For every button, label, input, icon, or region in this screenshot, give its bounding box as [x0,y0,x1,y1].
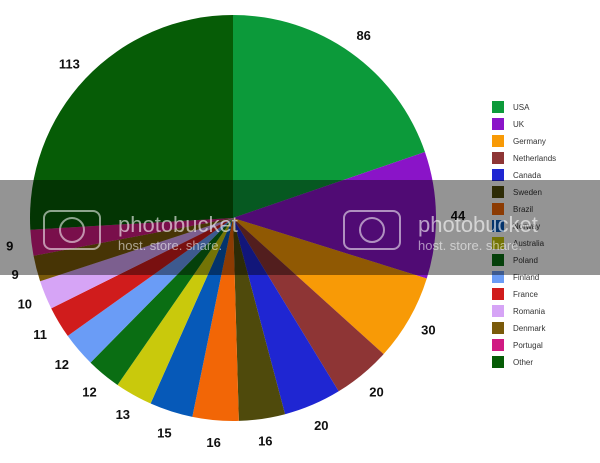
legend-swatch [492,356,504,368]
legend-label: Brazil [513,205,533,214]
slice-value-label: 9 [11,267,18,282]
pie-slice-canada [233,218,339,415]
pie-slice-germany [233,218,427,355]
slice-value-label: 16 [206,435,220,450]
legend-swatch [492,220,504,232]
legend-label: Romania [513,307,546,316]
legend-item-usa: USA [492,101,530,113]
watermark-camera-icon [343,210,401,250]
legend-item-other: Other [492,356,533,368]
legend-item-sweden: Sweden [492,186,542,198]
pie-slice-brazil [192,218,239,422]
legend-label: Sweden [513,188,542,197]
slice-value-label: 113 [59,57,80,72]
legend-item-australia: Australia [492,237,545,249]
legend-swatch [492,203,504,215]
slice-value-label: 16 [258,434,272,449]
legend-label: Australia [513,239,545,248]
legend-label: Finland [513,273,539,282]
legend-item-poland: Poland [492,254,538,266]
pie-slice-denmark [33,218,233,282]
slice-value-label: 15 [157,425,171,440]
legend-item-germany: Germany [492,135,546,147]
legend-item-canada: Canada [492,169,542,181]
pie-slice-norway [150,218,233,417]
watermark-tagline: host. store. share. [118,238,222,253]
legend-swatch [492,237,504,249]
legend-label: USA [513,103,530,112]
legend-label: Netherlands [513,154,556,163]
legend-swatch [492,152,504,164]
legend-label: UK [513,120,525,129]
pie-slice-sweden [233,218,286,421]
slice-value-label: 12 [82,384,96,399]
legend-swatch [492,322,504,334]
pie-slice-portugal [30,218,234,256]
legend-label: Poland [513,256,538,265]
legend-swatch [492,118,504,130]
watermark: photobucket host. store. share. photobuc… [0,180,600,275]
slice-value-label: 11 [33,327,47,342]
legend-item-uk: UK [492,118,525,130]
pie-slice-other [30,15,233,230]
pie-slice-australia [117,218,233,404]
legend-swatch [492,305,504,317]
slice-value-label: 20 [369,384,383,399]
legend-item-netherlands: Netherlands [492,152,556,164]
pie-slice-poland [90,218,233,385]
legend-label: Denmark [513,324,546,333]
legend-swatch [492,101,504,113]
legend-item-denmark: Denmark [492,322,546,334]
legend-label: Norway [513,222,540,231]
pie-slice-romania [40,218,234,309]
legend-swatch [492,288,504,300]
legend-swatch [492,169,504,181]
legend-label: Other [513,358,533,367]
pie-slice-finland [67,218,234,363]
legend-label: Portugal [513,341,543,350]
legend-swatch [492,186,504,198]
legend-item-romania: Romania [492,305,546,317]
legend-label: Germany [513,137,546,146]
watermark-tagline: host. store. share. [418,238,522,253]
watermark-brand: photobucket [118,212,238,237]
legend-swatch [492,254,504,266]
slice-value-label: 10 [18,296,32,311]
pie-slice-france [51,218,234,336]
legend-label: France [513,290,538,299]
pie-slice-netherlands [233,218,384,392]
legend-item-finland: Finland [492,271,539,283]
legend-item-portugal: Portugal [492,339,543,351]
pie-slice-usa [233,15,425,218]
pie-slices [30,15,436,422]
legend: USA UK Germany Netherlands Canada Sweden Brazi… [492,101,556,368]
slice-value-label: 13 [116,407,130,422]
slice-value-label: 9 [6,239,13,254]
watermark-brand: photobucket [418,212,538,237]
slice-value-label: 30 [421,323,435,338]
slice-value-label: 44 [451,208,466,223]
legend-swatch [492,135,504,147]
legend-swatch [492,271,504,283]
legend-swatch [492,339,504,351]
slice-value-label: 86 [356,28,370,43]
legend-item-norway: Norway [492,220,540,232]
slice-value-label: 12 [55,357,69,372]
legend-item-brazil: Brazil [492,203,533,215]
watermark-camera-icon [43,210,101,250]
slice-value-label: 20 [314,418,328,433]
pie-slice-uk [233,151,436,279]
legend-item-france: France [492,288,538,300]
legend-label: Canada [513,171,542,180]
